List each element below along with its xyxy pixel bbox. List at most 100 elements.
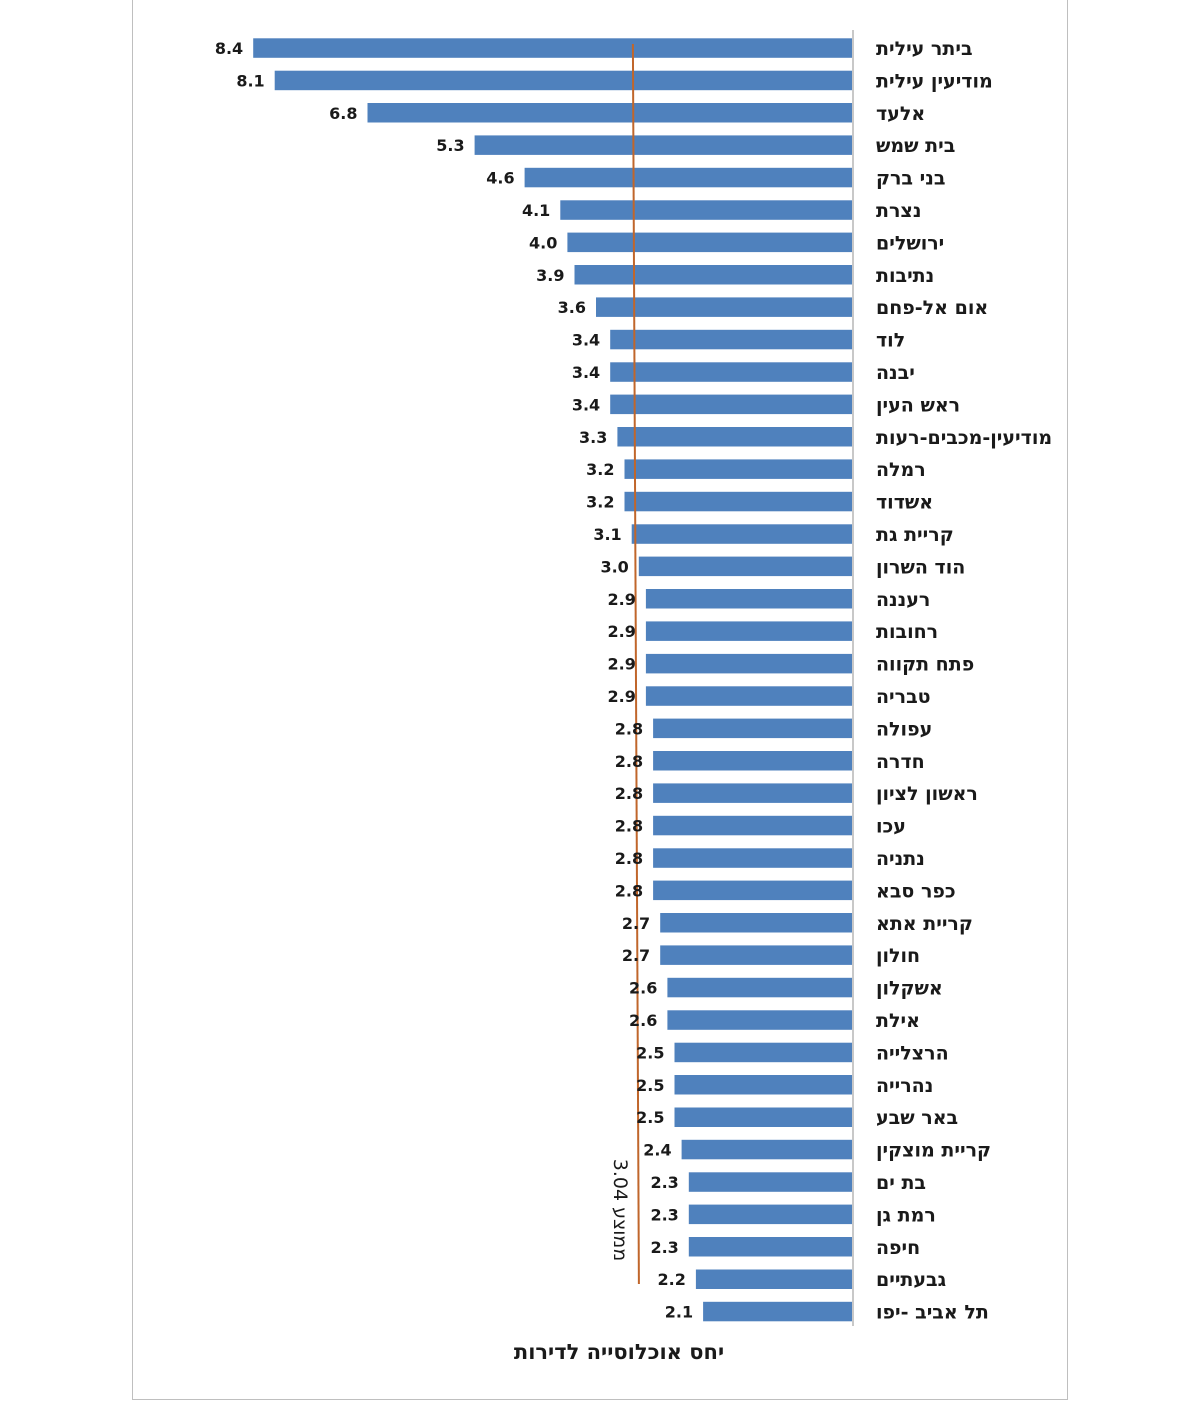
category-label-20: טבריה <box>876 686 931 708</box>
value-label-22: 2.8 <box>615 752 643 771</box>
category-label-1: מודיעין עילית <box>876 70 993 92</box>
value-label-16: 3.0 <box>600 557 628 576</box>
value-label-8: 3.6 <box>558 298 586 317</box>
bar-14 <box>624 491 853 512</box>
bar-34 <box>681 1139 853 1160</box>
value-label-0: 8.4 <box>215 39 243 58</box>
bar-31 <box>674 1042 853 1063</box>
bar-15 <box>631 524 853 544</box>
category-label-19: פתח תקווה <box>876 654 974 676</box>
average-reference-line <box>631 43 640 1285</box>
category-label-26: כפר סבא <box>876 880 956 902</box>
category-label-33: באר שבע <box>876 1107 958 1129</box>
bar-7 <box>574 265 853 285</box>
category-label-21: עפולה <box>876 718 932 740</box>
value-label-25: 2.8 <box>615 849 643 868</box>
bar-39 <box>703 1301 853 1322</box>
category-label-18: רחובות <box>876 621 938 643</box>
bar-37 <box>688 1237 853 1257</box>
category-label-22: חדרה <box>876 751 925 773</box>
value-label-35: 2.3 <box>650 1173 678 1192</box>
category-label-11: ראש העין <box>876 394 960 416</box>
value-label-13: 3.2 <box>586 460 614 479</box>
category-label-6: ירושלים <box>876 232 944 254</box>
bar-11 <box>610 394 853 415</box>
value-label-7: 3.9 <box>536 266 564 285</box>
category-label-31: הרצלייה <box>876 1042 949 1064</box>
value-label-18: 2.9 <box>608 622 636 641</box>
average-reference-label: 3.04 ממוצע <box>609 1159 631 1262</box>
bar-0 <box>253 38 853 58</box>
bar-20 <box>645 686 853 706</box>
value-label-37: 2.3 <box>650 1238 678 1257</box>
value-label-17: 2.9 <box>608 590 636 609</box>
bar-33 <box>674 1107 853 1127</box>
value-label-11: 3.4 <box>572 395 600 414</box>
category-label-13: רמלה <box>876 459 926 481</box>
value-label-15: 3.1 <box>593 525 621 544</box>
bar-29 <box>667 977 853 998</box>
bar-5 <box>560 200 853 220</box>
labels-layer: 8.4 ביתר עילית 8.1 מודיעין עילית 6.8 אלעד 5.3 ב… <box>215 38 1052 1324</box>
value-label-30: 2.6 <box>629 1011 657 1030</box>
category-label-23: ראשון לציון <box>876 783 978 805</box>
category-label-37: חיפה <box>876 1237 920 1259</box>
value-label-9: 3.4 <box>572 331 600 350</box>
value-label-4: 4.6 <box>486 169 514 188</box>
bar-38 <box>695 1269 853 1289</box>
category-label-32: נהרייה <box>876 1075 933 1097</box>
category-label-4: בני ברק <box>876 168 945 190</box>
bar-3 <box>474 135 853 155</box>
category-label-5: נצרת <box>876 200 921 222</box>
category-label-7: נתיבות <box>876 265 934 287</box>
category-label-29: אשקלון <box>876 978 943 1000</box>
category-label-2: אלעד <box>876 103 925 125</box>
bar-13 <box>624 459 853 479</box>
category-label-3: בית שמש <box>876 135 955 157</box>
value-label-12: 3.3 <box>579 428 607 447</box>
bar-30 <box>667 1010 853 1030</box>
bar-10 <box>610 362 853 382</box>
value-label-33: 2.5 <box>636 1108 664 1127</box>
category-label-15: קריית גת <box>876 524 954 546</box>
bar-4 <box>524 167 853 188</box>
bar-32 <box>674 1075 853 1095</box>
category-label-14: אשדוד <box>876 492 933 514</box>
bar-28 <box>660 945 853 965</box>
bar-8 <box>596 297 853 317</box>
value-label-5: 4.1 <box>522 201 550 220</box>
bar-2 <box>367 103 853 123</box>
value-label-32: 2.5 <box>636 1076 664 1095</box>
value-label-10: 3.4 <box>572 363 600 382</box>
category-label-38: גבעתיים <box>876 1269 946 1291</box>
bar-16 <box>638 556 853 577</box>
bar-18 <box>645 621 853 641</box>
value-label-26: 2.8 <box>615 881 643 900</box>
value-label-34: 2.4 <box>643 1141 671 1160</box>
bar-17 <box>645 589 853 609</box>
bars-layer <box>253 38 853 1322</box>
category-label-39: תל אביב -יפו <box>876 1302 989 1324</box>
category-label-36: רמת גן <box>876 1204 936 1226</box>
value-label-24: 2.8 <box>615 817 643 836</box>
value-label-31: 2.5 <box>636 1043 664 1062</box>
bar-26 <box>653 880 853 901</box>
category-label-17: רעננה <box>876 589 930 611</box>
value-label-20: 2.9 <box>608 687 636 706</box>
value-label-3: 5.3 <box>436 136 464 155</box>
bar-25 <box>653 848 853 868</box>
bar-12 <box>617 427 853 447</box>
value-label-6: 4.0 <box>529 233 557 252</box>
value-label-21: 2.8 <box>615 719 643 738</box>
bar-19 <box>645 653 853 674</box>
value-label-39: 2.1 <box>665 1303 693 1322</box>
category-label-9: לוד <box>876 330 905 352</box>
category-label-27: קריית אתא <box>876 913 973 935</box>
category-label-24: עכו <box>876 816 906 838</box>
bar-23 <box>653 783 853 803</box>
category-label-35: בת ים <box>876 1172 926 1194</box>
bar-6 <box>567 232 853 253</box>
chart-frame: 3.04 ממוצע 8.4 ביתר עילית 8.1 מודיעין עילית… <box>132 0 1068 1400</box>
category-label-8: אום אל-פחם <box>876 297 988 319</box>
category-label-0: ביתר עילית <box>876 38 973 60</box>
